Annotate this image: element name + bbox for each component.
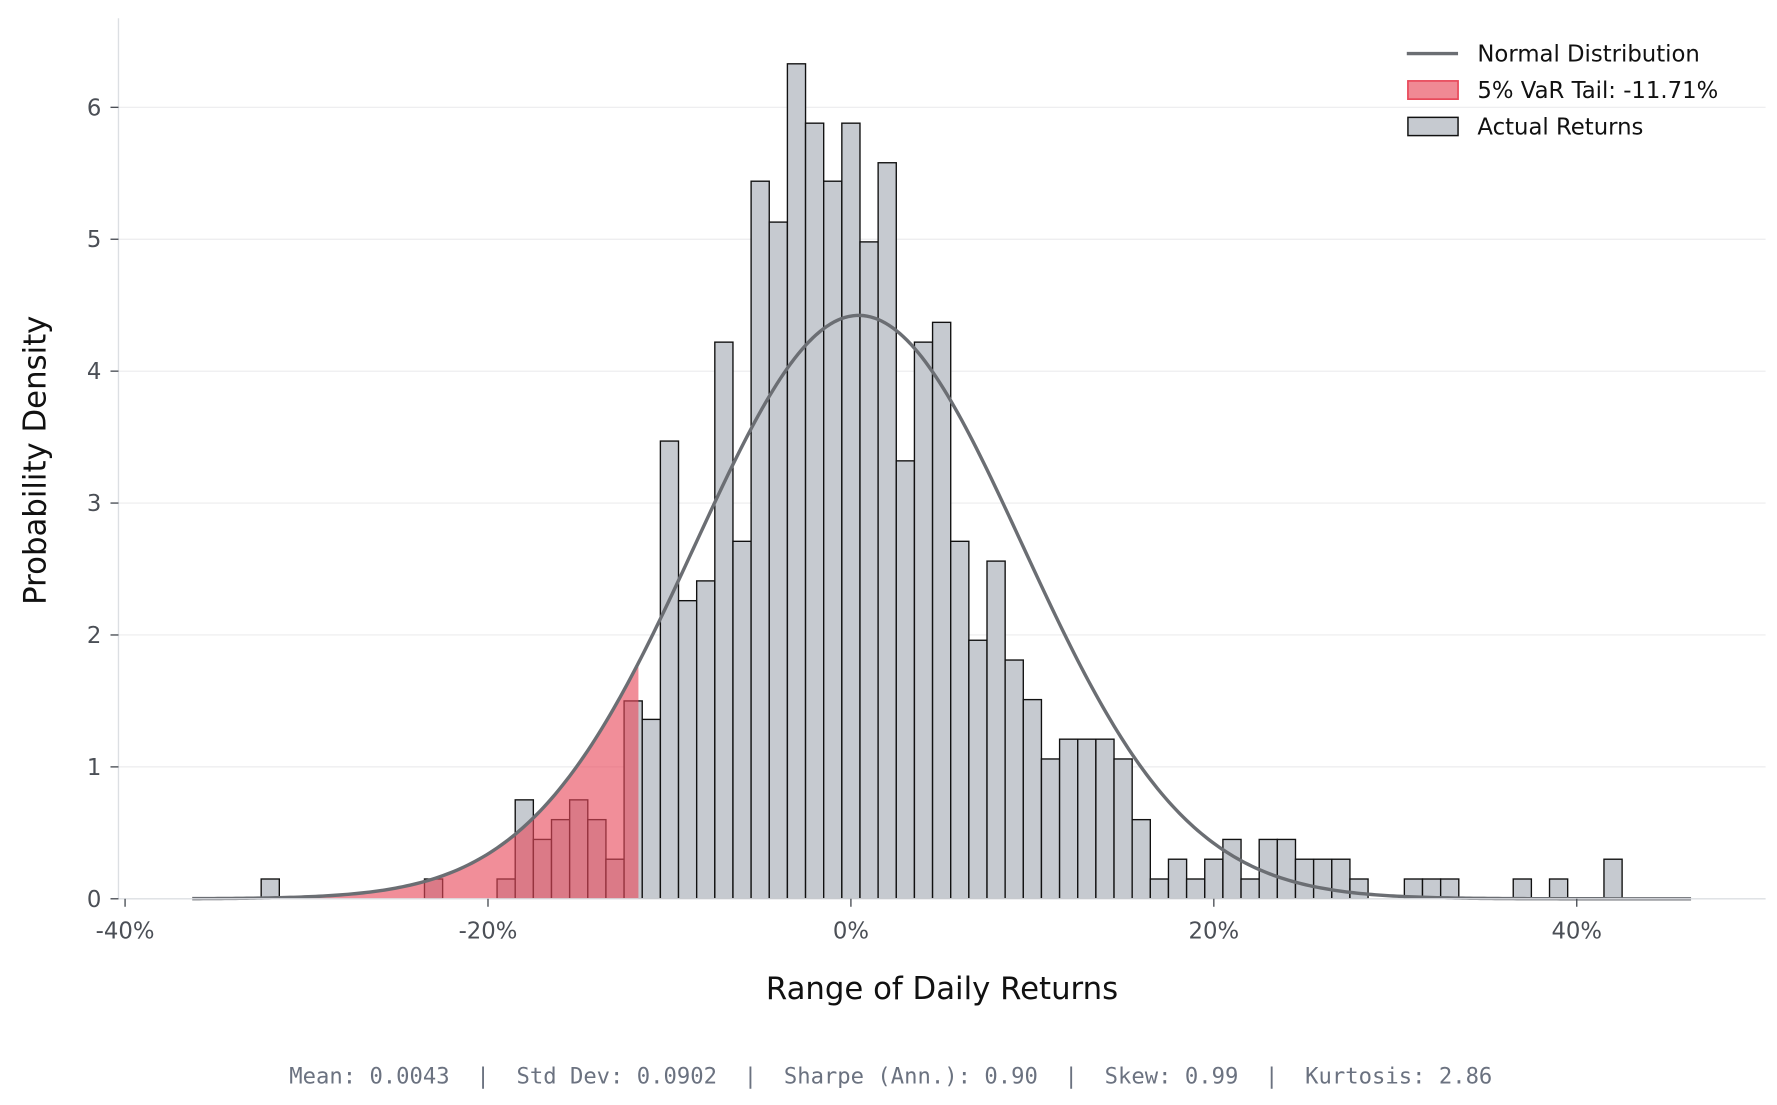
histogram-bar — [1040, 758, 1061, 900]
histogram-bar — [968, 639, 988, 900]
histogram-bar — [1240, 878, 1260, 900]
histogram-bar — [695, 580, 716, 900]
histogram-bar — [823, 180, 843, 900]
x-tick-label: 40% — [1551, 919, 1602, 945]
histogram-bar — [714, 341, 734, 900]
histogram-bar — [732, 540, 752, 900]
histogram-bar — [1131, 818, 1152, 900]
y-tick-label: 2 — [87, 623, 101, 649]
histogram-bar — [1312, 858, 1333, 900]
y-axis-label: Probability Density — [18, 316, 54, 605]
x-tick-label: 20% — [1189, 919, 1240, 945]
histogram-bar — [859, 241, 879, 900]
histogram-bar — [1149, 878, 1170, 900]
histogram-bar — [1349, 878, 1369, 900]
histogram-bar — [877, 162, 897, 900]
histogram-bar — [1294, 858, 1315, 900]
y-tick-label: 0 — [87, 887, 101, 913]
histogram-bar — [677, 599, 698, 900]
legend-var-label: 5% VaR Tail: -11.71% — [1477, 78, 1718, 104]
legend-var-swatch-icon — [1407, 80, 1459, 100]
legend-actual-swatch-icon — [1407, 116, 1459, 137]
histogram-bar — [913, 341, 934, 900]
y-tick-label: 6 — [87, 95, 101, 121]
histogram-bar — [1095, 738, 1115, 900]
x-tick-label: 0% — [833, 919, 869, 945]
legend: Normal Distribution 5% VaR Tail: -11.71%… — [1406, 42, 1718, 140]
x-tick-label: -40% — [96, 919, 155, 945]
histogram-bar — [786, 63, 807, 900]
histogram-bar — [1185, 878, 1206, 900]
x-tick-label: -20% — [459, 919, 518, 945]
y-tick-label: 1 — [87, 755, 101, 781]
y-tick-label: 3 — [87, 491, 101, 517]
histogram-bar — [1276, 838, 1297, 900]
histogram-bar — [1058, 738, 1079, 900]
x-axis-label: Range of Daily Returns — [766, 971, 1118, 1007]
legend-actual-label: Actual Returns — [1477, 114, 1643, 140]
y-ticks: 0 1 2 3 4 5 6 — [87, 95, 119, 913]
histogram-bar — [1204, 858, 1224, 900]
histogram-bar — [986, 560, 1006, 900]
histogram-bar — [1439, 878, 1460, 900]
histogram-bar — [841, 122, 861, 900]
histogram-bar — [1167, 858, 1188, 900]
histogram-bar — [895, 460, 916, 900]
histogram-bar — [1512, 878, 1533, 900]
normal-distribution-curve — [192, 313, 1692, 901]
histogram-bar — [750, 180, 770, 900]
histogram-bar — [1548, 878, 1569, 900]
histogram-bar — [931, 321, 952, 900]
histogram-bar — [950, 540, 970, 900]
histogram-bar — [260, 878, 280, 900]
x-ticks: -40% -20% 0% 20% 40% — [96, 898, 1602, 945]
histogram-bar — [641, 718, 662, 900]
summary-statistics: Mean: 0.0043 | Std Dev: 0.0902 | Sharpe … — [289, 1063, 1492, 1089]
histogram-bar — [1077, 738, 1097, 900]
y-tick-label: 4 — [87, 359, 101, 385]
histogram-bar — [1113, 758, 1133, 900]
histogram-bar — [1022, 698, 1043, 900]
histogram-bar — [659, 440, 680, 900]
histogram-bars — [260, 63, 1623, 900]
var-tail-fill — [192, 662, 639, 899]
y-tick-label: 5 — [87, 227, 101, 253]
legend-normal-label: Normal Distribution — [1477, 42, 1699, 68]
histogram-bar — [1004, 659, 1024, 900]
histogram-bar — [804, 122, 825, 900]
histogram-bar — [768, 221, 789, 900]
histogram-bar — [1222, 838, 1242, 900]
histogram-bar — [1603, 858, 1623, 900]
